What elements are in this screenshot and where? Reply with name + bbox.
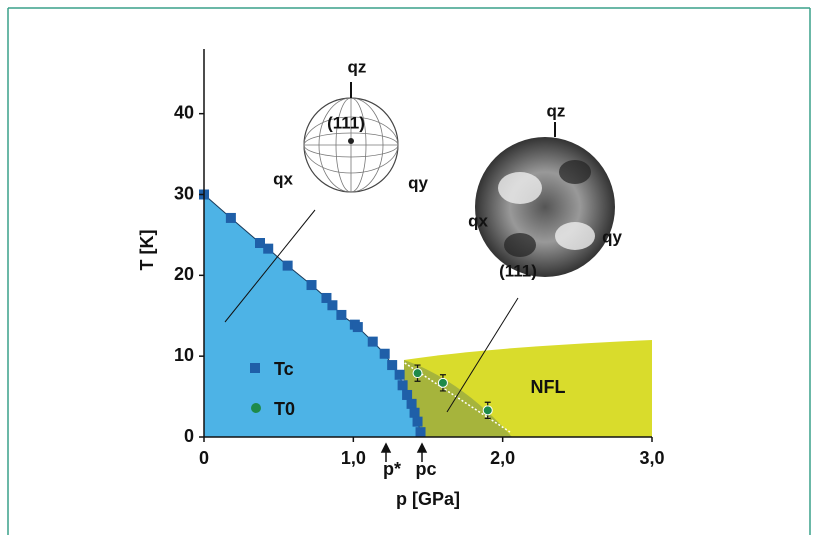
annotation: (111) bbox=[499, 261, 537, 280]
annotation: (111) bbox=[327, 113, 365, 132]
chart: p [GPa] T [K] NFL p* pc qz (111) qx qy q… bbox=[0, 0, 818, 535]
point bbox=[336, 310, 346, 320]
point bbox=[407, 399, 417, 409]
page: {"chart_data": { "type": "scatter", "x_l… bbox=[0, 0, 818, 535]
annotation: qx bbox=[273, 169, 293, 188]
point bbox=[483, 406, 492, 415]
annotation: qy bbox=[408, 173, 428, 192]
sphere-left bbox=[304, 82, 398, 192]
x-axis-label: p [GPa] bbox=[396, 489, 460, 509]
annotation: qx bbox=[468, 211, 488, 230]
annotation: qy bbox=[602, 227, 622, 246]
annotation: p* bbox=[383, 459, 401, 479]
y-tick-label: 0 bbox=[184, 426, 194, 446]
point bbox=[307, 280, 317, 290]
legend-marker bbox=[250, 363, 260, 373]
annotation: pc bbox=[415, 459, 436, 479]
point bbox=[416, 427, 426, 437]
point bbox=[353, 322, 363, 332]
annotation: qz bbox=[348, 57, 367, 76]
x-tick-label: 2,0 bbox=[490, 448, 515, 468]
x-tick-label: 0 bbox=[199, 448, 209, 468]
point bbox=[413, 369, 422, 378]
point bbox=[402, 390, 412, 400]
x-tick-label: 1,0 bbox=[341, 448, 366, 468]
annotation: qz bbox=[547, 101, 566, 120]
legend-marker bbox=[251, 403, 261, 413]
y-tick-label: 20 bbox=[174, 264, 194, 284]
point bbox=[226, 213, 236, 223]
x-tick-label: 3,0 bbox=[639, 448, 664, 468]
y-axis-label: T [K] bbox=[137, 230, 157, 271]
legend-label: T0 bbox=[274, 399, 295, 419]
point bbox=[387, 360, 397, 370]
y-tick-label: 40 bbox=[174, 102, 194, 122]
y-tick-label: 10 bbox=[174, 345, 194, 365]
point bbox=[410, 408, 420, 418]
point bbox=[398, 380, 408, 390]
point bbox=[413, 417, 423, 427]
point bbox=[438, 378, 447, 387]
y-tick-label: 30 bbox=[174, 183, 194, 203]
sphere-right bbox=[475, 122, 615, 277]
point bbox=[283, 261, 293, 271]
annotation: NFL bbox=[531, 377, 566, 397]
frame bbox=[8, 8, 810, 535]
point bbox=[395, 370, 405, 380]
point bbox=[327, 300, 337, 310]
point bbox=[263, 244, 273, 254]
legend-label: Tc bbox=[274, 359, 294, 379]
point bbox=[380, 349, 390, 359]
point bbox=[368, 337, 378, 347]
phase-area bbox=[204, 195, 421, 438]
